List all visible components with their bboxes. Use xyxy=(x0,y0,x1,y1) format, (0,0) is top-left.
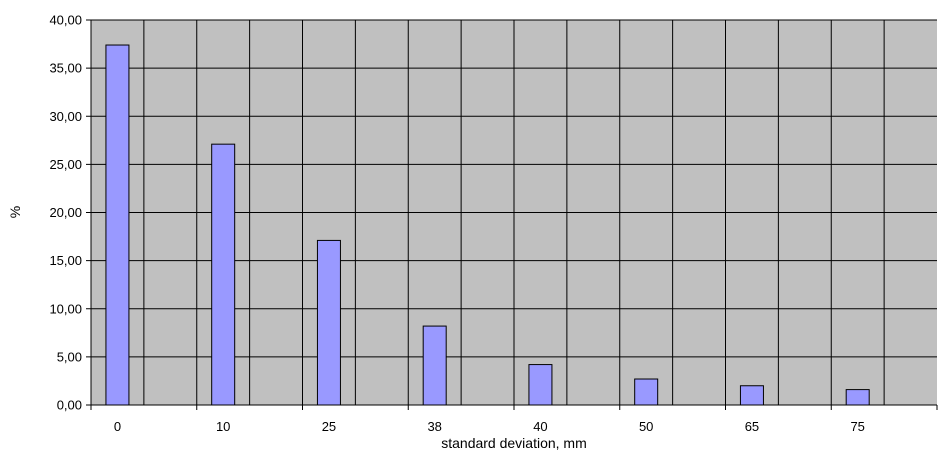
y-tick-label: 25,00 xyxy=(49,157,82,172)
y-tick-label: 30,00 xyxy=(49,109,82,124)
y-tick-label: 10,00 xyxy=(49,301,82,316)
bar xyxy=(211,143,236,406)
bar xyxy=(316,239,341,406)
x-axis-ticks: 0 10 25 38 40 50 65 75 xyxy=(90,405,938,434)
y-tick-label: 35,00 xyxy=(49,61,82,76)
x-tick-label: 25 xyxy=(322,419,336,434)
y-tick-label: 15,00 xyxy=(49,253,82,268)
bar xyxy=(105,44,130,406)
x-tick-label: 10 xyxy=(216,419,230,434)
x-tick-label: 0 xyxy=(114,419,121,434)
vertical-gridlines xyxy=(143,20,885,405)
bar xyxy=(528,364,553,406)
bar xyxy=(634,378,659,406)
bar xyxy=(845,389,870,406)
x-tick-label: 65 xyxy=(745,419,759,434)
y-tick-label: 40,00 xyxy=(49,13,82,28)
bars xyxy=(105,44,870,406)
x-tick-label: 50 xyxy=(639,419,653,434)
x-tick-label: 38 xyxy=(427,419,441,434)
y-axis-title: % xyxy=(7,206,23,218)
y-tick-label: 20,00 xyxy=(49,205,82,220)
x-tick-label: 75 xyxy=(850,419,864,434)
y-axis-ticks: 0,00 5,00 10,00 15,00 20,00 25,00 30,00 35,00 40… xyxy=(49,13,91,413)
bar xyxy=(422,325,447,406)
y-tick-label: 0,00 xyxy=(57,398,82,413)
y-tick-label: 5,00 xyxy=(57,349,82,364)
x-tick-label: 40 xyxy=(533,419,547,434)
bar xyxy=(739,385,764,406)
x-axis-title: standard deviation, mm xyxy=(441,435,587,451)
